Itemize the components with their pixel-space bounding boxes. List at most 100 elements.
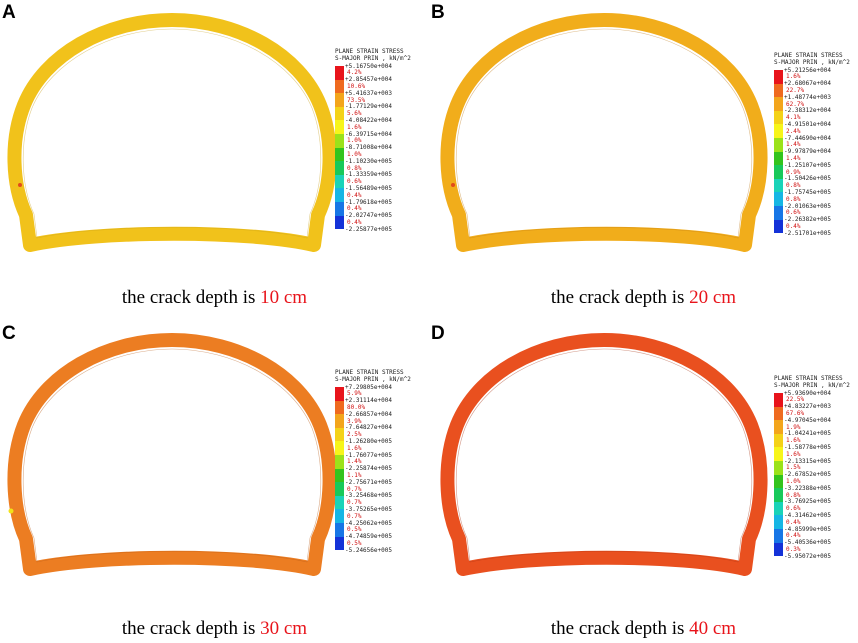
caption-prefix: the crack depth is <box>550 618 690 639</box>
legend-tick-label: -4.25062e+005 <box>345 519 392 527</box>
legend-tick-label: -1.56489e+005 <box>345 184 392 192</box>
legend-tick-label: -5.40536e+005 <box>784 539 831 547</box>
lining-inner-edge <box>22 348 322 563</box>
legend-swatch <box>335 147 344 162</box>
legend-percentage: 0.4% <box>786 518 801 526</box>
legend-tick-label: -2.66857e+004 <box>345 410 392 418</box>
legend-swatch <box>774 393 783 407</box>
tunnel-lining-diagram <box>7 13 337 252</box>
legend-percentage: 0.3% <box>786 545 801 553</box>
legend-tick-label: -1.50426e+005 <box>784 175 831 183</box>
legend-swatch <box>335 134 344 148</box>
legend-tick-label: -2.02747e+005 <box>345 212 392 220</box>
legend-tick-label: -8.71008e+004 <box>345 144 392 152</box>
stress-legend: PLANE STRAIN STRESS S-MAJOR PRIN , kN/m^… <box>335 369 417 554</box>
tunnel-lining-ring <box>7 13 337 252</box>
legend-tick-label: -3.75265e+005 <box>345 505 392 513</box>
legend-swatch <box>335 188 344 202</box>
legend-title: PLANE STRAIN STRESS <box>335 48 404 55</box>
legend-swatch <box>774 70 783 84</box>
legend-swatch <box>335 387 344 401</box>
legend-tick-label: +5.21256e+004 <box>784 66 831 74</box>
lining-inner-edge <box>22 28 322 239</box>
legend-percentage: 1.6% <box>347 123 362 131</box>
legend-swatch <box>335 79 344 94</box>
legend-percentage: 1.6% <box>786 73 801 81</box>
tunnel-lining-diagram <box>7 333 337 576</box>
legend-swatch <box>335 482 344 496</box>
legend-tick-label: -2.38312e+004 <box>784 107 831 115</box>
legend-tick-label: -1.25107e+005 <box>784 161 831 169</box>
legend-percentage: 1.1% <box>347 471 362 479</box>
legend-swatch <box>774 433 783 448</box>
legend-tick-label: -4.31462e+005 <box>784 511 831 519</box>
legend-percentage: 5.6% <box>347 110 362 118</box>
legend-percentage: 2.5% <box>347 431 362 439</box>
legend-swatch <box>774 124 783 138</box>
legend-swatch <box>774 420 783 434</box>
legend-tick-label: -1.33359e+005 <box>345 171 392 179</box>
legend-scale: 1.6% 22.7% 62.7% 4.1% 2.4% 1.4% 1.4% 0.9% 0.8% 0.… <box>774 66 856 237</box>
legend-percentage: 0.4% <box>347 205 362 213</box>
legend-tick-label: -2.13315e+005 <box>784 457 831 465</box>
legend-tick-label: -7.44690e+004 <box>784 134 831 142</box>
legend-tick-label: +5.93690e+004 <box>784 389 831 397</box>
legend-percentage: 4.1% <box>786 114 801 122</box>
legend-title: PLANE STRAIN STRESS <box>335 369 404 376</box>
legend-percentage: 0.5% <box>347 539 362 547</box>
stress-legend: PLANE STRAIN STRESS S-MAJOR PRIN , kN/m^… <box>774 52 856 237</box>
legend-swatch <box>774 501 783 516</box>
legend-swatch <box>774 406 783 421</box>
legend-percentage: 1.5% <box>786 464 801 472</box>
legend-percentage: 0.6% <box>786 209 801 217</box>
caption-prefix: the crack depth is <box>121 287 261 308</box>
legend-swatch <box>335 202 344 216</box>
legend-percentage: 1.4% <box>347 458 362 466</box>
legend-tick-label: -4.91501e+004 <box>784 120 831 128</box>
panel-caption: the crack depth is 20 cm <box>429 287 858 309</box>
caption-depth-value: 40 cm <box>689 618 737 639</box>
crack-marker <box>8 508 14 514</box>
legend-percentage: 1.6% <box>347 444 362 452</box>
legend-swatch <box>335 161 344 175</box>
legend-swatch <box>335 441 344 455</box>
legend-tick-label: +4.83227e+003 <box>784 403 831 411</box>
crack-marker <box>451 183 455 187</box>
legend-swatch <box>774 83 783 98</box>
legend-subtitle: S-MAJOR PRIN , kN/m^2 <box>335 376 411 383</box>
legend-tick-label: -2.51701e+005 <box>784 229 831 237</box>
legend-percentage: 4.2% <box>347 69 362 77</box>
legend-percentage: 67.6% <box>786 409 805 417</box>
legend-percentage: 62.7% <box>786 100 805 108</box>
legend-tick-label: +5.41637e+003 <box>345 89 392 97</box>
panel-c: C PLANE STRAIN STRESS S-MAJOR PRIN , kN/… <box>0 321 429 642</box>
panel-caption: the crack depth is 40 cm <box>429 618 858 640</box>
legend-swatch <box>774 151 783 166</box>
legend-swatch <box>774 474 783 489</box>
legend-scale: 4.2% 10.6% 73.5% 5.6% 1.6% 1.0% 1.0% 0.8% 0.6% 0.… <box>335 63 417 233</box>
legend-percentage: 0.7% <box>347 485 362 493</box>
legend-swatch <box>335 66 344 80</box>
legend-tick-label: -5.24656e+005 <box>345 546 392 554</box>
legend-swatch <box>774 138 783 152</box>
legend-tick-label: -1.10230e+005 <box>345 157 392 165</box>
legend-percentage: 73.5% <box>347 96 366 104</box>
legend-tick-label: -1.26280e+005 <box>345 437 392 445</box>
tunnel-lining-ring <box>440 13 768 252</box>
panel-letter: D <box>431 323 445 344</box>
legend-swatch <box>774 110 783 125</box>
legend-swatch <box>774 542 783 557</box>
caption-depth-value: 20 cm <box>689 287 737 308</box>
legend-swatch <box>335 509 344 523</box>
panel-caption: the crack depth is 30 cm <box>0 618 429 640</box>
legend-tick-label: -4.85999e+005 <box>784 525 831 533</box>
crack-marker <box>18 183 22 187</box>
legend-tick-label: -3.22388e+005 <box>784 484 831 492</box>
legend-swatch <box>335 427 344 442</box>
legend-tick-label: +7.29805e+004 <box>345 383 392 391</box>
legend-swatch <box>335 215 344 230</box>
panel-letter: C <box>2 323 16 344</box>
legend-tick-label: -4.97045e+004 <box>784 416 831 424</box>
legend-swatch <box>335 495 344 510</box>
legend-tick-label: -2.75671e+005 <box>345 478 392 486</box>
